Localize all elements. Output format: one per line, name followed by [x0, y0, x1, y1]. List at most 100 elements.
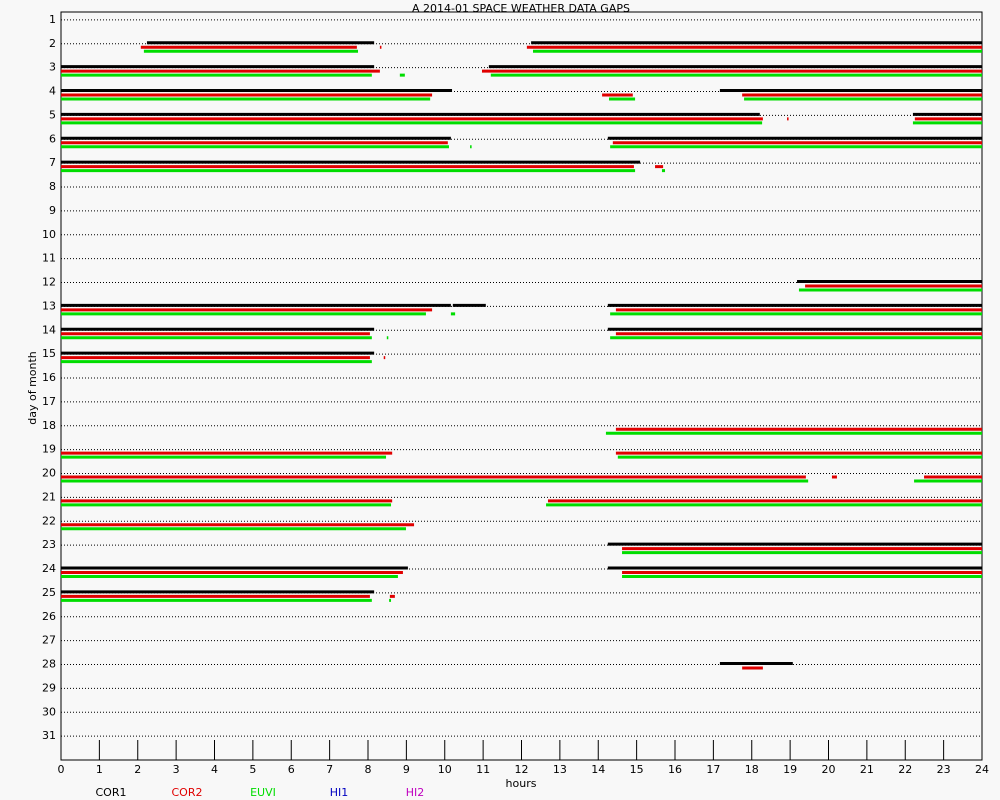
gap-bar	[622, 575, 982, 579]
y-tick-label: 25	[42, 586, 56, 599]
x-tick-label: 0	[58, 763, 65, 776]
x-tick-label: 14	[591, 763, 605, 776]
gap-bar	[61, 351, 375, 355]
gap-bar	[661, 169, 666, 173]
x-tick-label: 21	[860, 763, 874, 776]
gap-bar	[607, 542, 982, 546]
y-tick-label: 19	[42, 443, 56, 456]
gap-bar	[914, 117, 982, 121]
gap-bar	[61, 356, 370, 360]
gap-bar	[924, 475, 982, 479]
y-tick-label: 11	[42, 252, 56, 265]
gap-bar	[61, 89, 453, 93]
gap-bar	[143, 49, 359, 53]
gap-bar	[61, 165, 634, 169]
y-tick-label: 4	[49, 85, 56, 98]
legend-label: HI2	[406, 786, 425, 799]
y-tick-label: 13	[42, 299, 56, 312]
gap-bar	[140, 45, 357, 49]
gap-bar	[61, 308, 433, 312]
gap-bar	[146, 41, 375, 45]
x-tick-label: 1	[96, 763, 103, 776]
y-tick-label: 1	[49, 13, 56, 26]
gap-bar	[61, 160, 641, 164]
x-tick-label: 7	[326, 763, 333, 776]
x-tick-label: 12	[515, 763, 529, 776]
gap-bar	[622, 571, 982, 575]
y-tick-label: 20	[42, 467, 56, 480]
y-tick-label: 26	[42, 610, 56, 623]
y-tick-label: 16	[42, 371, 56, 384]
y-tick-label: 28	[42, 658, 56, 671]
x-tick-label: 8	[365, 763, 372, 776]
legend-label: COR1	[96, 786, 127, 799]
y-tick-label: 12	[42, 276, 56, 289]
gap-bar	[742, 666, 763, 670]
gap-bar	[546, 503, 982, 507]
gap-bar	[797, 280, 982, 284]
gap-bar	[805, 284, 982, 288]
gap-bar	[612, 141, 982, 145]
x-tick-label: 9	[403, 763, 410, 776]
gap-bar	[607, 303, 982, 307]
gap-bar	[450, 312, 456, 316]
gap-bar	[615, 427, 982, 431]
gap-bar	[61, 145, 449, 149]
y-tick-label: 27	[42, 634, 56, 647]
gap-bar	[61, 451, 393, 455]
gap-bar	[61, 141, 448, 145]
y-tick-label: 14	[42, 323, 56, 336]
y-tick-label: 10	[42, 228, 56, 241]
gap-bar	[914, 479, 982, 483]
gap-bar	[787, 117, 789, 121]
gap-bar	[607, 327, 982, 331]
gap-bar	[61, 65, 375, 69]
gap-bar	[61, 503, 392, 507]
gap-bar	[719, 662, 793, 666]
gap-bar	[61, 136, 451, 140]
x-tick-label: 11	[476, 763, 490, 776]
gap-bar	[610, 145, 982, 149]
x-tick-label: 2	[134, 763, 141, 776]
x-tick-label: 16	[668, 763, 682, 776]
y-tick-label: 22	[42, 514, 56, 527]
gap-bar	[490, 73, 982, 77]
gap-bar	[617, 455, 982, 459]
y-tick-label: 24	[42, 562, 56, 575]
gap-bar	[61, 117, 763, 121]
gap-bar	[383, 356, 386, 360]
y-tick-label: 17	[42, 395, 56, 408]
gap-bar	[605, 431, 982, 435]
legend-label: HI1	[330, 786, 349, 799]
gap-bar	[912, 112, 982, 116]
gap-bar	[399, 73, 405, 77]
y-tick-label: 5	[49, 108, 56, 121]
x-tick-label: 6	[288, 763, 295, 776]
gap-bar	[61, 523, 415, 527]
x-tick-label: 17	[706, 763, 720, 776]
gap-bar	[61, 169, 636, 173]
x-tick-label: 3	[173, 763, 180, 776]
y-tick-label: 2	[49, 37, 56, 50]
gap-bar	[61, 499, 393, 503]
y-tick-label: 23	[42, 538, 56, 551]
gap-bar	[610, 312, 982, 316]
gap-bar	[379, 45, 382, 49]
y-tick-label: 29	[42, 681, 56, 694]
gap-bar	[61, 360, 372, 364]
gap-bar	[61, 93, 433, 97]
y-tick-label: 18	[42, 419, 56, 432]
x-tick-label: 13	[553, 763, 567, 776]
gap-bar	[798, 288, 982, 292]
x-tick-label: 18	[745, 763, 759, 776]
x-tick-label: 15	[630, 763, 644, 776]
y-tick-label: 3	[49, 61, 56, 74]
x-tick-label: 24	[975, 763, 989, 776]
gap-bar	[61, 121, 763, 125]
gap-bar	[61, 97, 431, 101]
gap-bar	[481, 69, 982, 73]
gap-bar	[61, 571, 403, 575]
gap-bar	[61, 336, 372, 340]
gap-bar	[386, 336, 389, 340]
